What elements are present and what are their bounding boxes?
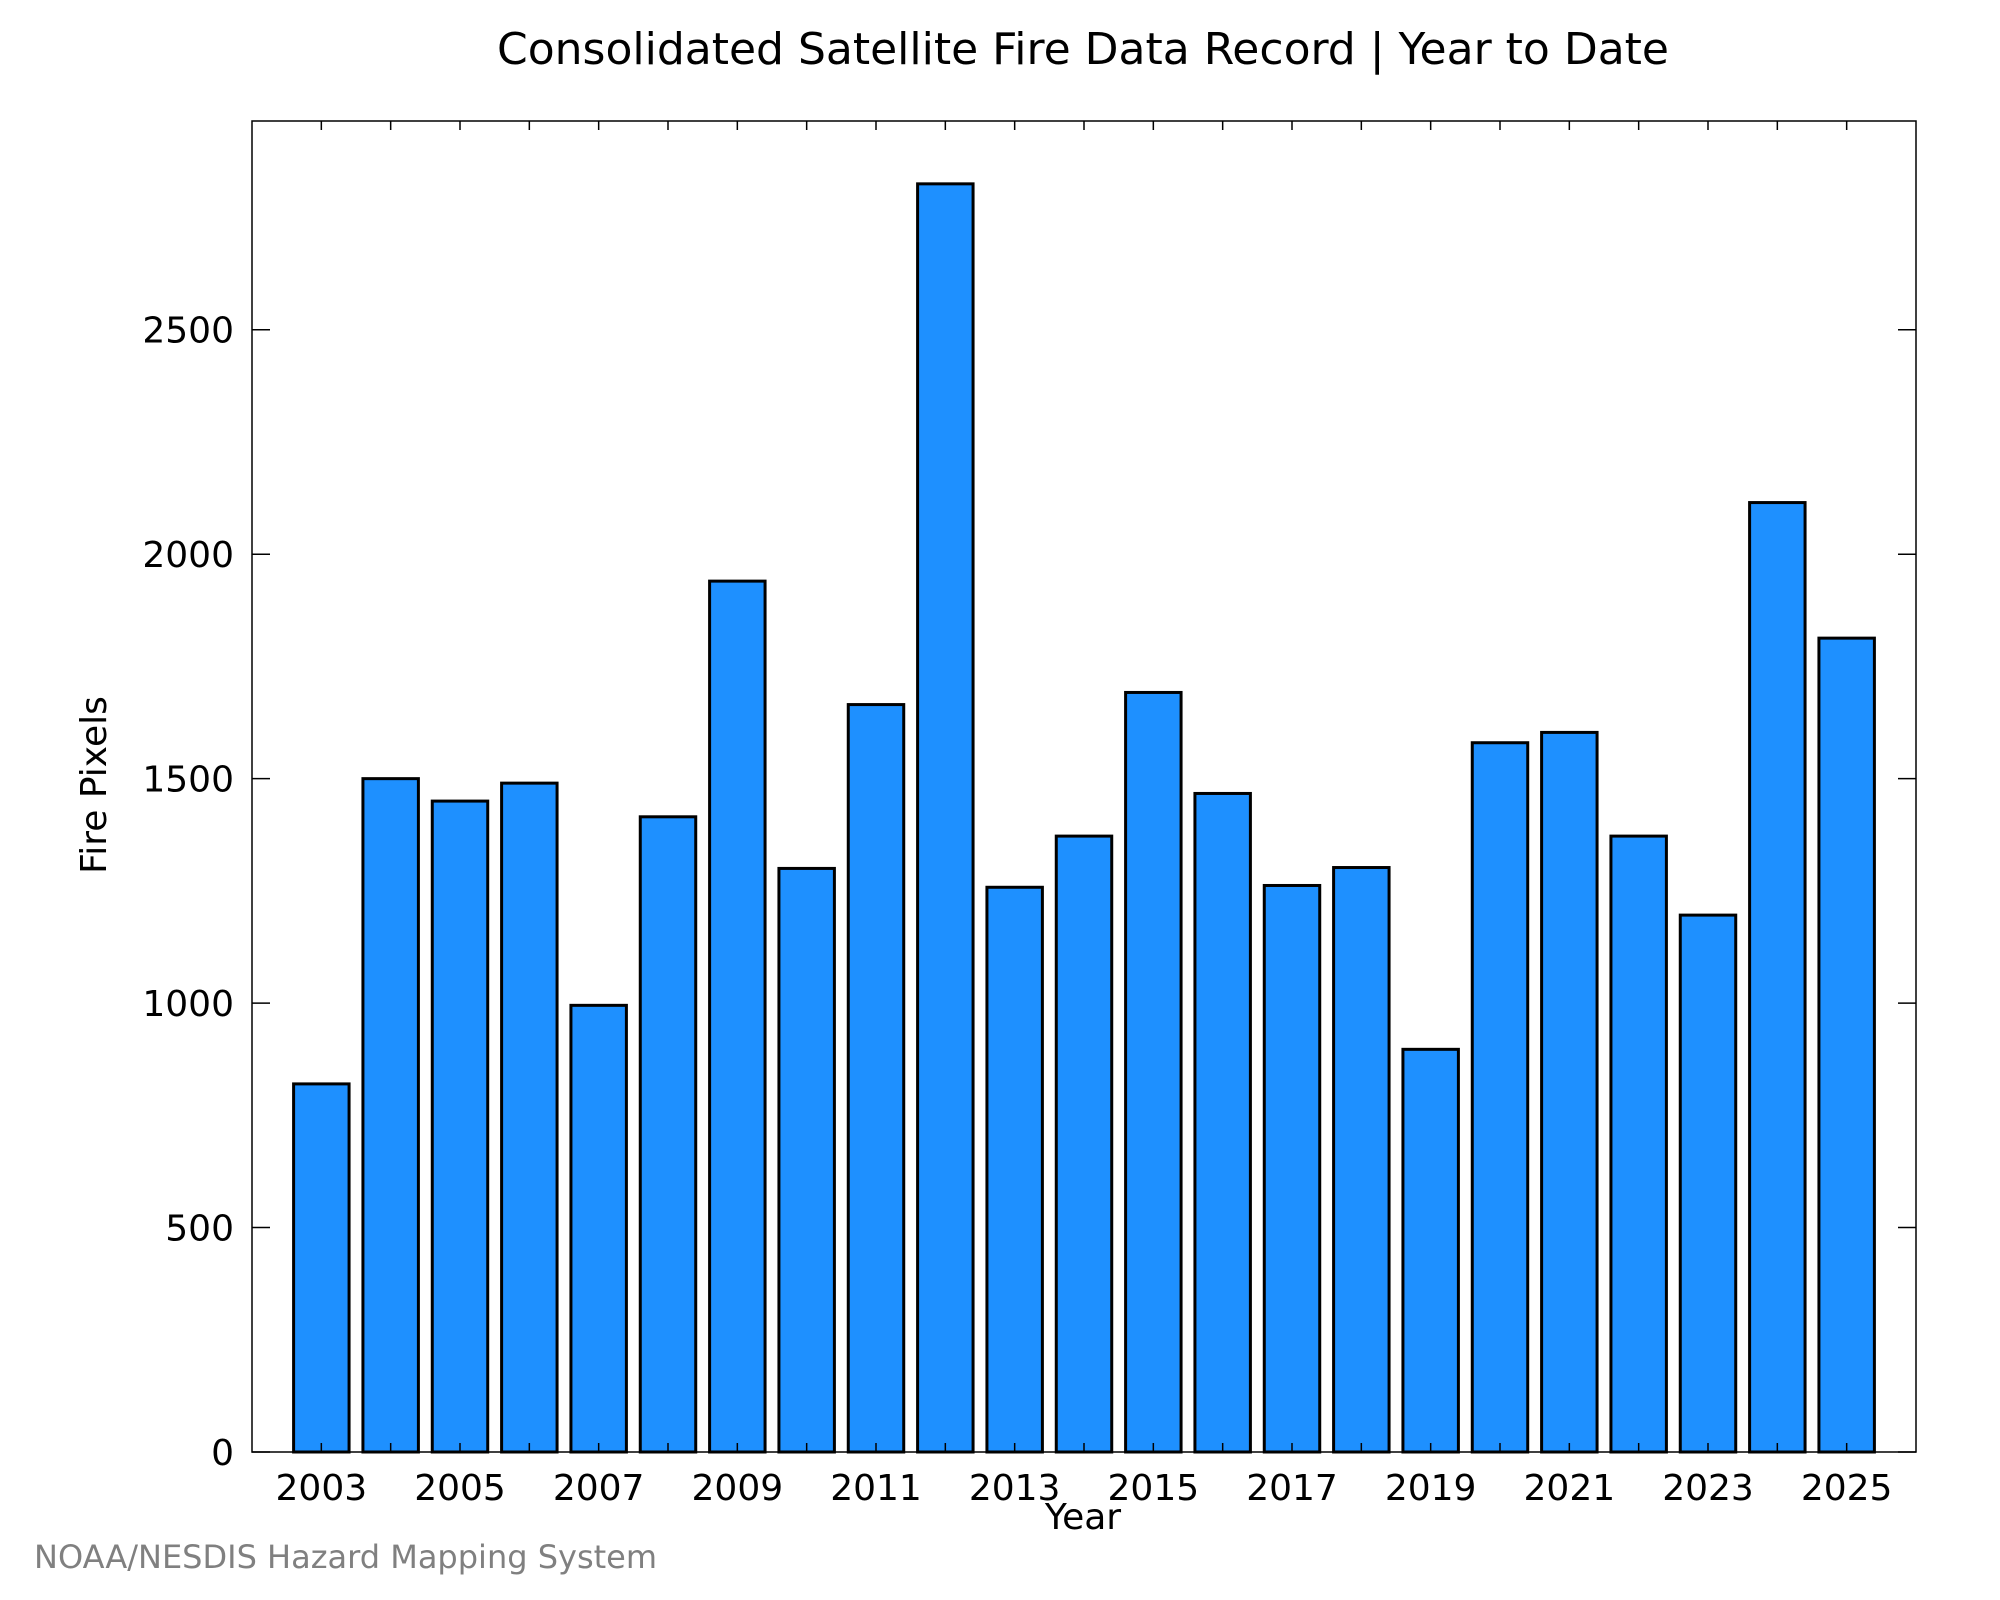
bar-2025 (1817, 636, 1876, 1454)
x-tick-label: 2025 (1801, 1468, 1893, 1509)
chart-title: Consolidated Satellite Fire Data Record … (497, 24, 1669, 75)
x-tick-label: 2009 (692, 1468, 784, 1509)
x-tick-label: 2007 (553, 1468, 645, 1509)
bar-2015 (1124, 690, 1183, 1454)
bar-2011 (846, 703, 906, 1454)
x-tick-label: 2019 (1385, 1468, 1477, 1509)
y-tick-label: 1500 (142, 760, 234, 801)
x-axis-label: Year (1044, 1497, 1121, 1538)
bar-2016 (1193, 791, 1252, 1454)
x-tick-label: 2013 (969, 1468, 1061, 1509)
x-tick-label: 2021 (1524, 1468, 1616, 1509)
bar-2006 (500, 781, 559, 1454)
bar-2012 (916, 182, 975, 1454)
bar-2013 (985, 885, 1044, 1454)
bar-2014 (1054, 834, 1114, 1454)
y-tick-label: 2500 (142, 311, 234, 352)
bar-2004 (361, 777, 420, 1454)
bar-2005 (430, 799, 490, 1454)
bar-2020 (1470, 741, 1530, 1454)
x-tick-label: 2015 (1108, 1468, 1200, 1509)
bar-2021 (1540, 730, 1599, 1454)
bar-2023 (1678, 913, 1738, 1454)
bar-2010 (777, 866, 836, 1454)
bar-2009 (708, 579, 767, 1454)
x-tick-label: 2023 (1662, 1468, 1754, 1509)
x-tick-label: 2003 (276, 1468, 368, 1509)
bars-group (292, 182, 1876, 1454)
bar-2019 (1401, 1047, 1460, 1454)
x-tick-label: 2005 (414, 1468, 506, 1509)
x-axis: 2003 2005 2007 2009 2011 2013 2015 2017 2019 2021… (276, 121, 1893, 1509)
y-tick-label: 500 (165, 1209, 234, 1250)
y-tick-label: 0 (211, 1433, 234, 1474)
y-axis: 0 500 1000 1500 2000 2500 (142, 311, 1916, 1474)
y-axis-label: Fire Pixels (74, 696, 115, 874)
bar-2003 (292, 1082, 351, 1454)
x-tick-label: 2017 (1246, 1468, 1338, 1509)
x-tick-label: 2011 (830, 1468, 922, 1509)
credit-text: NOAA/NESDIS Hazard Mapping System (34, 1538, 658, 1576)
y-tick-label: 2000 (142, 535, 234, 576)
bar-2022 (1609, 834, 1668, 1454)
bar-2024 (1748, 501, 1807, 1454)
bar-2018 (1332, 866, 1391, 1454)
bar-2017 (1262, 883, 1322, 1454)
y-tick-label: 1000 (142, 984, 234, 1025)
bar-2008 (638, 815, 698, 1454)
bar-2007 (569, 1003, 628, 1454)
